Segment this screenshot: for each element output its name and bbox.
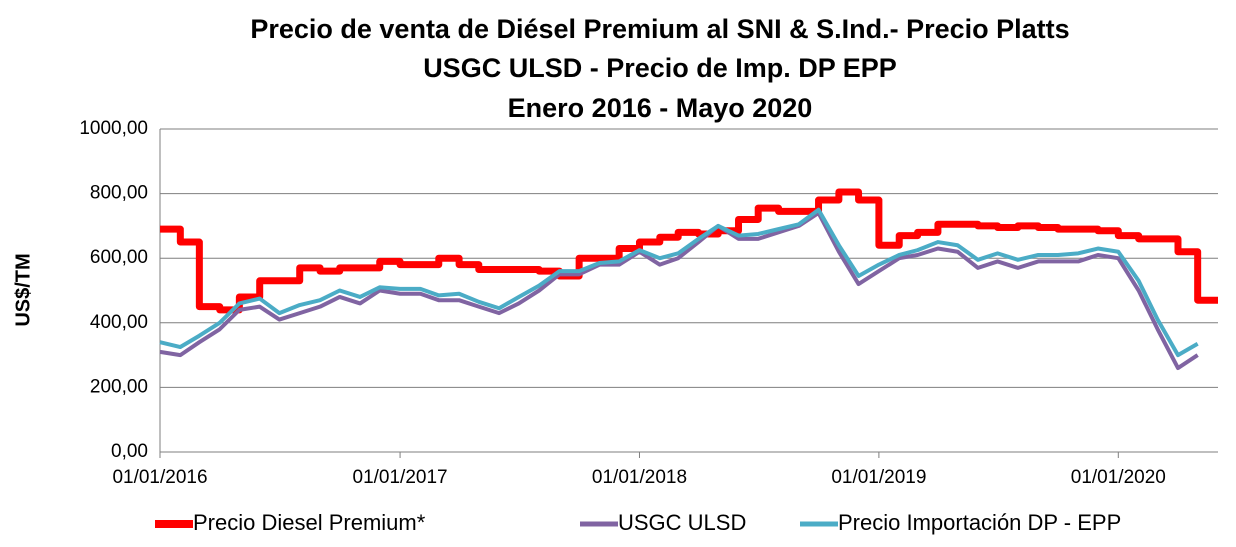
legend-label: USGC ULSD xyxy=(618,510,746,535)
y-tick-label: 200,00 xyxy=(90,376,148,397)
x-tick-label: 01/01/2017 xyxy=(353,467,448,488)
x-tick-label: 01/01/2018 xyxy=(592,467,687,488)
y-axis-label: US$/TM xyxy=(12,253,34,326)
series-line xyxy=(159,210,1199,371)
y-tick-label: 0,00 xyxy=(111,441,148,462)
x-tick-label: 01/01/2020 xyxy=(1071,467,1166,488)
chart-title: USGC ULSD - Precio de Imp. DP EPP xyxy=(423,53,897,83)
x-tick-label: 01/01/2019 xyxy=(831,467,926,488)
chart-title: Enero 2016 - Mayo 2020 xyxy=(508,93,813,123)
y-tick-label: 600,00 xyxy=(90,247,148,268)
legend-label: Precio Importación DP - EPP xyxy=(838,510,1121,535)
chart-title: Precio de venta de Diésel Premium al SNI… xyxy=(250,14,1069,44)
series-line xyxy=(159,207,1199,358)
y-tick-label: 800,00 xyxy=(90,183,148,204)
y-tick-label: 1000,00 xyxy=(79,118,148,139)
legend-label: Precio Diesel Premium* xyxy=(193,510,426,535)
series-line xyxy=(160,188,1218,314)
x-tick-label: 01/01/2016 xyxy=(112,467,207,488)
y-tick-label: 400,00 xyxy=(90,312,148,333)
